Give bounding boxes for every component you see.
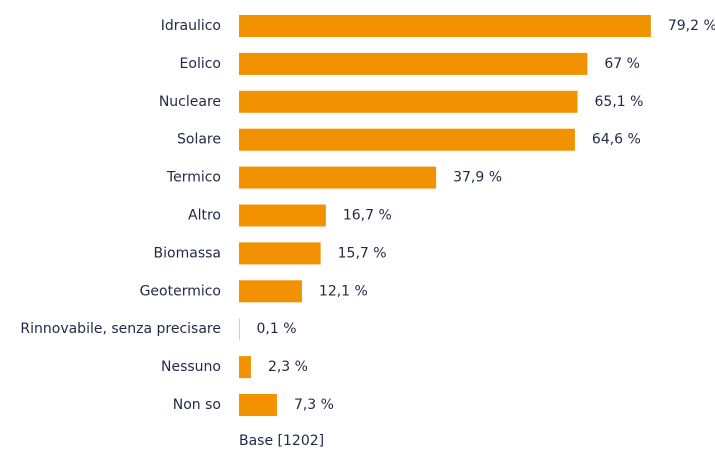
value-label: 0,1 % <box>257 321 297 337</box>
category-label: Solare <box>177 132 221 148</box>
value-label: 65,1 % <box>595 94 644 110</box>
value-label: 37,9 % <box>453 170 502 186</box>
note: Base [1202] <box>239 433 324 449</box>
bar <box>239 242 321 265</box>
category-label: Geotermico <box>140 283 221 299</box>
bar <box>239 318 240 341</box>
bar <box>239 280 302 303</box>
category-label: Termico <box>166 170 221 186</box>
value-label: 64,6 % <box>592 132 641 148</box>
value-label: 16,7 % <box>343 208 392 224</box>
category-label: Biomassa <box>154 245 221 261</box>
category-label: Nessuno <box>161 359 221 375</box>
bar <box>239 128 575 151</box>
bar <box>239 90 578 113</box>
category-label: Eolico <box>180 56 221 72</box>
value-label: 15,7 % <box>338 245 387 261</box>
bar <box>239 166 437 189</box>
bar <box>239 356 251 379</box>
bar <box>239 394 277 416</box>
category-label: Rinnovabile, senza precisare <box>20 321 221 337</box>
bar <box>239 204 326 227</box>
category-label: Idraulico <box>161 18 221 34</box>
bar <box>239 15 651 37</box>
value-label: 12,1 % <box>319 283 368 299</box>
value-label: 79,2 % <box>668 18 715 34</box>
value-label: 67 % <box>604 56 640 72</box>
category-label: Non so <box>173 397 221 413</box>
category-label: Altro <box>188 208 221 224</box>
value-label: 7,3 % <box>294 397 334 413</box>
value-label: 2,3 % <box>268 359 308 375</box>
bar <box>239 52 588 75</box>
category-label: Nucleare <box>159 94 221 110</box>
